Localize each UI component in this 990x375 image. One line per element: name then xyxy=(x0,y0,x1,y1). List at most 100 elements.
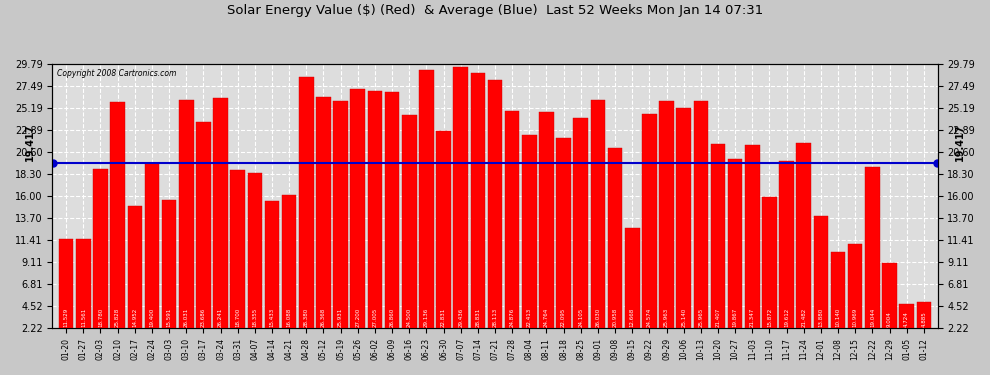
Text: 14.952: 14.952 xyxy=(133,308,138,327)
Text: 24.876: 24.876 xyxy=(510,308,515,327)
Text: 25.963: 25.963 xyxy=(664,308,669,327)
Bar xyxy=(453,67,468,349)
Text: 15.591: 15.591 xyxy=(166,308,171,327)
Text: 20.958: 20.958 xyxy=(613,308,618,327)
Bar xyxy=(402,114,417,349)
Bar xyxy=(847,244,862,349)
Bar xyxy=(196,122,211,349)
Text: 24.105: 24.105 xyxy=(578,308,583,327)
Bar xyxy=(470,73,485,349)
Bar xyxy=(522,135,537,349)
Text: 4.724: 4.724 xyxy=(904,311,909,327)
Bar xyxy=(540,112,553,349)
Bar xyxy=(179,100,194,349)
Text: 25.931: 25.931 xyxy=(339,308,344,327)
Text: 27.005: 27.005 xyxy=(372,308,377,327)
Text: 21.407: 21.407 xyxy=(716,308,721,327)
Bar xyxy=(745,145,759,349)
Bar xyxy=(282,195,296,349)
Bar xyxy=(419,70,434,349)
Text: 25.140: 25.140 xyxy=(681,308,686,327)
Text: 15.433: 15.433 xyxy=(269,308,274,327)
Text: 19.612: 19.612 xyxy=(784,308,789,327)
Text: 19.867: 19.867 xyxy=(733,308,738,327)
Bar xyxy=(573,118,588,349)
Bar xyxy=(231,170,245,349)
Text: 19.417: 19.417 xyxy=(25,123,35,160)
Text: 22.095: 22.095 xyxy=(561,308,566,327)
Text: 28.380: 28.380 xyxy=(304,308,309,327)
Text: 27.200: 27.200 xyxy=(355,308,360,327)
Text: 23.686: 23.686 xyxy=(201,308,206,327)
Text: 16.088: 16.088 xyxy=(287,308,292,327)
Bar xyxy=(796,144,811,349)
Text: 9.004: 9.004 xyxy=(887,311,892,327)
Text: 26.241: 26.241 xyxy=(218,308,223,327)
Bar xyxy=(591,100,605,349)
Bar xyxy=(779,161,794,349)
Bar xyxy=(865,167,880,349)
Text: 19.044: 19.044 xyxy=(870,308,875,327)
Text: 25.828: 25.828 xyxy=(115,308,120,327)
Bar xyxy=(93,170,108,349)
Bar xyxy=(505,111,520,349)
Bar xyxy=(488,80,502,349)
Text: 26.368: 26.368 xyxy=(321,308,326,327)
Bar xyxy=(608,148,623,349)
Bar xyxy=(556,138,571,349)
Text: 10.140: 10.140 xyxy=(836,308,841,327)
Bar xyxy=(831,252,845,349)
Bar xyxy=(316,97,331,349)
Text: 26.031: 26.031 xyxy=(184,308,189,327)
Text: 19.417: 19.417 xyxy=(955,123,965,160)
Bar xyxy=(334,101,347,349)
Bar xyxy=(814,216,829,349)
Bar xyxy=(110,102,125,349)
Bar xyxy=(299,77,314,349)
Bar xyxy=(899,304,914,349)
Bar xyxy=(728,159,742,349)
Text: 22.831: 22.831 xyxy=(441,308,446,327)
Bar xyxy=(762,197,777,349)
Text: 18.355: 18.355 xyxy=(252,308,257,327)
Text: Solar Energy Value ($) (Red)  & Average (Blue)  Last 52 Weeks Mon Jan 14 07:31: Solar Energy Value ($) (Red) & Average (… xyxy=(227,4,763,17)
Text: 18.780: 18.780 xyxy=(98,308,103,327)
Text: 4.885: 4.885 xyxy=(922,311,927,327)
Bar xyxy=(659,100,674,349)
Bar xyxy=(643,114,656,349)
Bar xyxy=(385,92,399,349)
Text: 19.400: 19.400 xyxy=(149,308,154,327)
Bar xyxy=(264,201,279,349)
Text: 29.136: 29.136 xyxy=(424,308,429,327)
Text: 24.764: 24.764 xyxy=(544,308,549,327)
Text: 18.700: 18.700 xyxy=(236,308,241,327)
Bar xyxy=(145,164,159,349)
Text: 21.347: 21.347 xyxy=(749,308,754,327)
Bar xyxy=(437,130,450,349)
Bar xyxy=(711,144,726,349)
Text: 21.482: 21.482 xyxy=(801,308,806,327)
Bar xyxy=(917,303,932,349)
Text: 11.529: 11.529 xyxy=(63,308,68,327)
Text: 10.969: 10.969 xyxy=(852,308,857,327)
Bar xyxy=(213,98,228,349)
Bar xyxy=(58,239,73,349)
Text: 24.574: 24.574 xyxy=(646,308,651,327)
Bar xyxy=(625,228,640,349)
Bar xyxy=(350,89,365,349)
Bar xyxy=(128,206,143,349)
Bar xyxy=(694,100,708,349)
Text: 15.872: 15.872 xyxy=(767,308,772,327)
Text: 13.880: 13.880 xyxy=(819,308,824,327)
Text: 28.831: 28.831 xyxy=(475,308,480,327)
Text: 26.860: 26.860 xyxy=(390,308,395,327)
Text: 29.436: 29.436 xyxy=(458,308,463,327)
Text: 22.413: 22.413 xyxy=(527,308,532,327)
Text: Copyright 2008 Cartronics.com: Copyright 2008 Cartronics.com xyxy=(56,69,176,78)
Text: 28.113: 28.113 xyxy=(492,308,498,327)
Text: 25.965: 25.965 xyxy=(698,308,703,327)
Text: 12.668: 12.668 xyxy=(630,308,635,327)
Bar xyxy=(882,263,897,349)
Bar xyxy=(248,173,262,349)
Bar xyxy=(676,108,691,349)
